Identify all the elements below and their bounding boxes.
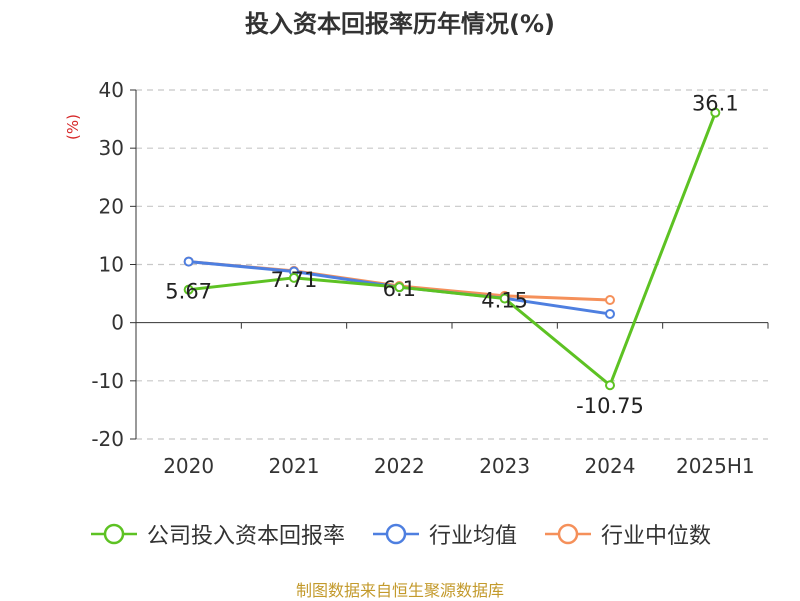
series-layer (183, 107, 721, 391)
x-tick-label: 2025H1 (676, 454, 755, 478)
x-tick-label: 2021 (269, 454, 320, 478)
data-label: 4.15 (481, 289, 528, 313)
legend: 公司投入资本回报率 行业均值 行业中位数 (0, 518, 800, 550)
y-axis-label: (%) (64, 114, 82, 140)
legend-item: 公司投入资本回报率 (89, 518, 345, 550)
source-note: 制图数据来自恒生聚源数据库 (295, 581, 504, 600)
series-point (289, 272, 299, 283)
legend-marker (545, 523, 591, 545)
y-tick-label: -20 (91, 427, 124, 451)
x-tick-label: 2024 (585, 454, 636, 478)
data-label: 6.1 (383, 277, 416, 301)
y-tick-label: 20 (99, 194, 124, 218)
x-tick-label: 2020 (163, 454, 214, 478)
legend-label: 行业中位数 (601, 524, 712, 549)
series-point (394, 282, 405, 293)
series-point (499, 293, 510, 304)
y-tick-label: 30 (99, 136, 124, 160)
data-label: 7.71 (271, 268, 318, 292)
legend-item: 行业中位数 (543, 518, 711, 550)
y-tick-label: 40 (99, 78, 124, 102)
axis-layer: 40 30 20 10 0 -10 -20 2020 2021 2022 2023 2024 2025H… (64, 78, 769, 478)
series-point (605, 308, 615, 319)
series-point (605, 294, 615, 305)
series-point (710, 107, 721, 118)
data-label: -10.75 (576, 394, 644, 418)
x-tick-label: 2022 (374, 454, 425, 478)
legend-marker (90, 523, 137, 545)
series-point (605, 380, 615, 391)
data-label-layer: 5.67 7.71 6.1 4.15 -10.75 36.1 (165, 92, 738, 419)
y-tick-label: 0 (111, 311, 124, 335)
x-tick-label: 2023 (479, 454, 530, 478)
legend-marker (372, 523, 419, 545)
legend-item: 行业均值 (371, 518, 517, 550)
legend-label: 公司投入资本回报率 (146, 524, 345, 549)
chart-title: 投入资本回报率历年情况(%) (245, 10, 555, 38)
y-tick-label: 10 (99, 253, 124, 277)
series-point (183, 256, 194, 267)
data-label: 5.67 (165, 280, 212, 304)
series-point (183, 284, 194, 295)
legend-label: 行业均值 (428, 524, 517, 549)
y-tick-label: -10 (91, 369, 124, 393)
series-line (188, 112, 717, 387)
data-label: 36.1 (692, 92, 739, 116)
